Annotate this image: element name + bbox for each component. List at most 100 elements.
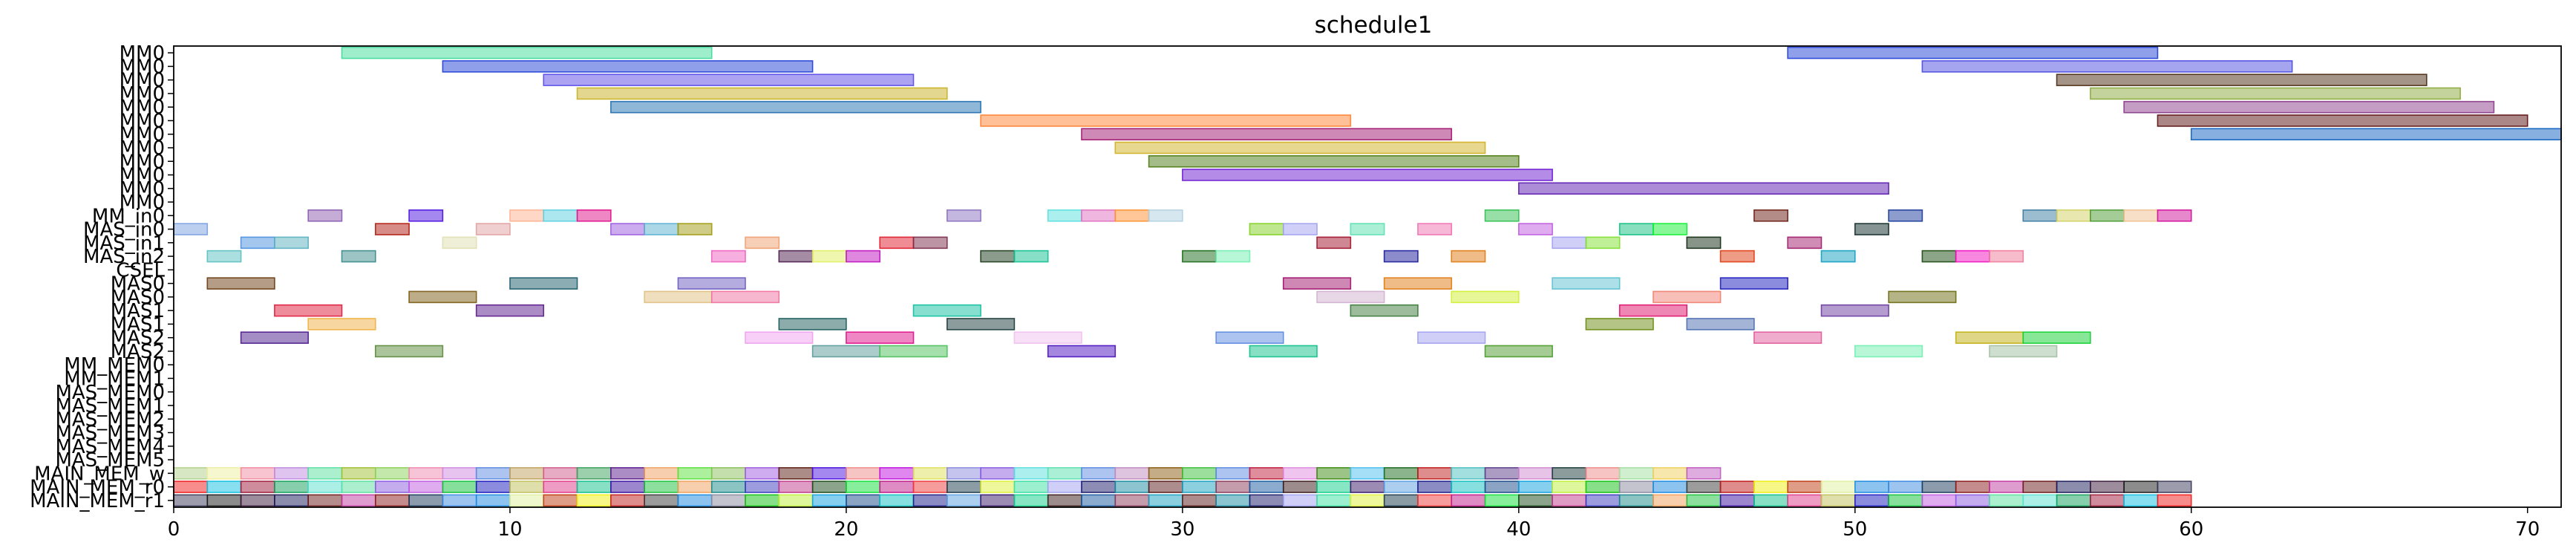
x-tick-label: 50	[1843, 518, 1867, 541]
mem-read1-bar	[846, 494, 881, 507]
mem-read1-bar	[1451, 494, 1486, 507]
mem-write-bar	[1686, 467, 1722, 480]
x-axis: 0 10 20 30 40 50 60 70	[168, 507, 2540, 541]
mem-read0-bar	[811, 480, 847, 493]
task-bar	[1552, 277, 1621, 290]
task-bar	[1518, 223, 1553, 235]
mem-read1-bar	[442, 494, 477, 507]
task-bar	[1451, 250, 1486, 263]
mem-read1-bar	[610, 494, 645, 507]
task-bar	[1989, 345, 2058, 358]
mem-read0-bar	[1888, 480, 1923, 493]
mem-read0-bar	[1686, 480, 1722, 493]
x-tick-label: 30	[1170, 518, 1194, 541]
mem-read1-bar	[1114, 494, 1150, 507]
mem-read0-bar	[879, 480, 915, 493]
mem-write-bar	[1182, 467, 1217, 480]
y-tick-label: MAS0	[111, 287, 165, 309]
mem-read0-bar	[1787, 480, 1823, 493]
mem-read0-bar	[1383, 480, 1419, 493]
mem-read0-bar	[408, 480, 444, 493]
y-tick-label: MAIN_MEM_r1	[30, 490, 165, 512]
mem-read0-bar	[912, 480, 948, 493]
task-bar	[1921, 60, 2293, 73]
mem-write-bar	[240, 467, 275, 480]
mem-read0-bar	[1081, 480, 1117, 493]
x-tick-label: 10	[497, 518, 522, 541]
mem-read0-bar	[1618, 480, 1654, 493]
mem-read0-bar	[543, 480, 578, 493]
task-bar	[408, 209, 444, 222]
y-tick-label: MAS1	[111, 300, 165, 322]
x-tick-label: 60	[2179, 518, 2203, 541]
mem-read1-bar	[811, 494, 847, 507]
task-bar	[1215, 250, 1251, 263]
mem-read0-bar	[1215, 480, 1251, 493]
task-bar	[274, 236, 309, 250]
mem-read0-bar	[610, 480, 645, 493]
chart-title: schedule1	[1315, 12, 1433, 39]
mem-write-bar	[1618, 467, 1654, 480]
task-bars	[173, 46, 2562, 358]
y-tick-label: MAS_in0	[83, 219, 165, 241]
task-bar	[240, 236, 275, 250]
mem-write-bar	[475, 467, 511, 480]
mem-write-bar	[1484, 467, 1520, 480]
task-bar	[1182, 250, 1217, 263]
task-bar	[710, 290, 780, 304]
mem-read0-bar	[1350, 480, 1385, 493]
mem-write-bar	[374, 467, 410, 480]
mem-read0-bar	[442, 480, 477, 493]
mem-read0-bar	[980, 480, 1016, 493]
mem-read1-bar	[912, 494, 948, 507]
mem-read0-bar	[1182, 480, 1217, 493]
mem-read1-bar	[240, 494, 275, 507]
task-bar	[1585, 318, 1654, 330]
task-bar	[1148, 154, 1520, 168]
mem-write-bar	[1282, 467, 1318, 480]
mem-read1-bar	[1955, 494, 1990, 507]
mem-write-bar	[1114, 467, 1150, 480]
task-bar	[1955, 250, 1990, 263]
task-bar	[1552, 236, 1587, 250]
mem-read0-bar	[1518, 480, 1553, 493]
mem-write-bar	[1081, 467, 1117, 480]
task-bar	[1820, 250, 1856, 263]
mem-write-bar	[846, 467, 881, 480]
mem-read0-bar	[509, 480, 545, 493]
mem-read1-bar	[408, 494, 444, 507]
task-bar	[1282, 277, 1352, 290]
task-bar	[341, 46, 713, 59]
task-bar	[1518, 182, 1889, 195]
mem-read1-bar	[1653, 494, 1688, 507]
task-bar	[442, 236, 477, 250]
y-tick-label: MM_MEM1	[64, 368, 165, 390]
mem-read0-bar	[1989, 480, 2024, 493]
mem-read0-bar	[846, 480, 881, 493]
y-tick-label: MM0	[120, 124, 165, 146]
task-bar	[1047, 345, 1117, 358]
task-bar	[576, 87, 948, 100]
mem-read0-bar	[2123, 480, 2159, 493]
y-tick-label: MAS_MEM0	[55, 382, 165, 404]
mem-read1-bar	[1047, 494, 1082, 507]
y-tick-label: MM0	[120, 70, 165, 92]
mem-write-bar	[879, 467, 915, 480]
task-bar	[2022, 331, 2091, 344]
x-tick-label: 20	[834, 518, 858, 541]
mem-read0-bar	[1148, 480, 1183, 493]
mem-read1-bar	[879, 494, 915, 507]
y-tick-label: MAIN_MEM_r0	[30, 477, 165, 499]
task-bar	[341, 250, 376, 263]
task-bar	[745, 236, 780, 250]
mem-write-bar	[543, 467, 578, 480]
y-axis: MM0MM0MM0MM0MM0MM0MM0MM0MM0MM0MM0MM0MM_i…	[30, 42, 174, 512]
task-bar	[1383, 250, 1419, 263]
task-bar	[1787, 46, 2159, 59]
mem-read1-bar	[1182, 494, 1217, 507]
mem-read1-bar	[374, 494, 410, 507]
task-bar	[1618, 304, 1688, 317]
mem-read0-bar	[1047, 480, 1082, 493]
mem-read1-bar	[1215, 494, 1251, 507]
task-bar	[846, 331, 915, 344]
